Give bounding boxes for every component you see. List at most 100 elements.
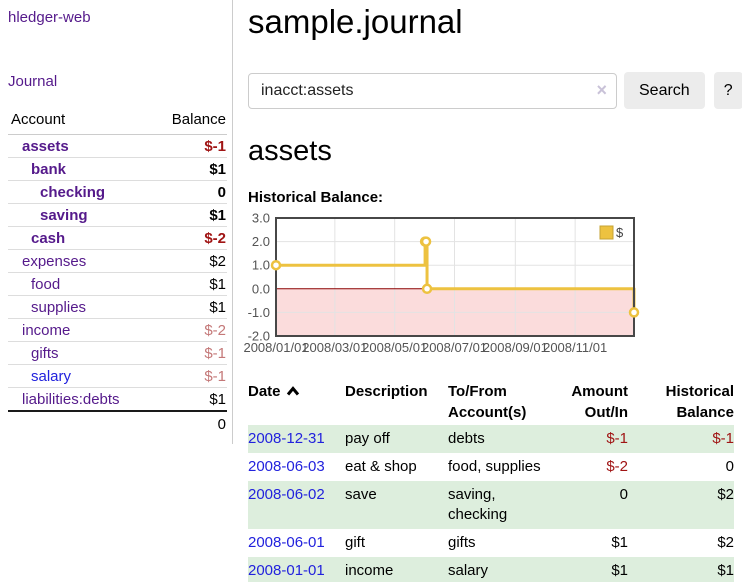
transaction-description: pay off <box>345 430 390 447</box>
register-header-row: Date Description To/From Account(s) Amou… <box>248 379 734 425</box>
register-table: Date Description To/From Account(s) Amou… <box>248 379 734 582</box>
account-row-bank: bank $1 <box>8 157 227 181</box>
svg-text:2008/01/01: 2008/01/01 <box>243 340 308 355</box>
transaction-description: save <box>345 486 377 503</box>
account-row-gifts: gifts $-1 <box>8 341 227 365</box>
svg-text:-2.0: -2.0 <box>248 329 270 344</box>
transaction-balance: $1 <box>717 562 734 579</box>
account-row-supplies: supplies $1 <box>8 295 227 319</box>
clear-search-icon[interactable]: × <box>596 79 607 100</box>
account-link-income[interactable]: income <box>22 322 71 339</box>
svg-text:2008/09/01: 2008/09/01 <box>483 340 548 355</box>
transaction-amount: 0 <box>619 486 628 503</box>
svg-text:$: $ <box>616 225 624 240</box>
account-row-expenses: expenses $2 <box>8 249 227 273</box>
transaction-date-link[interactable]: 2008-01-01 <box>248 562 325 579</box>
account-row-saving: saving $1 <box>8 203 227 227</box>
transaction-amount: $1 <box>611 534 628 551</box>
account-balance: $1 <box>117 272 227 296</box>
accounts-total-row: 0 <box>8 410 227 435</box>
register-row: 2008-06-02 save saving, checking 0 $2 <box>248 481 734 529</box>
account-balance: $1 <box>117 295 227 319</box>
register-row: 2008-01-01 income salary $1 $1 <box>248 557 734 582</box>
account-link-assets[interactable]: assets <box>22 138 69 155</box>
transaction-date-link[interactable]: 2008-06-03 <box>248 458 325 475</box>
svg-text:-1.0: -1.0 <box>248 305 270 320</box>
accounts-table: Account Balance assets $-1 bank $1 check… <box>8 108 227 435</box>
account-link-supplies[interactable]: supplies <box>31 299 87 316</box>
account-link-saving[interactable]: saving <box>40 207 88 224</box>
account-link-liabilities-debts[interactable]: liabilities:debts <box>22 391 120 408</box>
account-link-gifts[interactable]: gifts <box>31 345 59 362</box>
account-balance: $-1 <box>117 341 227 365</box>
svg-text:2008/11/01: 2008/11/01 <box>543 340 607 355</box>
historical-balance-chart: 3.0 2.0 1.0 0.0 -1.0 -2.0 2008/01/01 2008/03/01… <box>243 211 742 361</box>
transaction-balance: 0 <box>725 458 734 475</box>
chart-canvas: 3.0 2.0 1.0 0.0 -1.0 -2.02008/01/012008/03/01… <box>243 211 640 355</box>
transaction-amount: $-2 <box>606 458 628 475</box>
app-brand[interactable]: hledger-web <box>8 9 91 26</box>
account-link-food[interactable]: food <box>31 276 61 293</box>
svg-text:3.0: 3.0 <box>252 211 270 226</box>
transaction-accounts: food, supplies <box>448 458 541 475</box>
account-link-salary[interactable]: salary <box>31 368 72 385</box>
account-balance: $-1 <box>204 138 226 155</box>
register-header-date[interactable]: Date <box>248 379 345 425</box>
svg-text:0.0: 0.0 <box>252 281 270 296</box>
search-bar: × Search ? <box>248 72 742 109</box>
transaction-balance: $-1 <box>712 430 734 447</box>
svg-text:2008/05/01: 2008/05/01 <box>362 340 427 355</box>
account-balance: $1 <box>117 157 227 181</box>
transaction-balance: $2 <box>717 534 734 551</box>
transaction-date-link[interactable]: 2008-06-02 <box>248 486 325 503</box>
transaction-description: income <box>345 562 394 579</box>
account-balance: 0 <box>117 180 227 204</box>
account-heading: assets <box>248 135 332 167</box>
account-link-cash[interactable]: cash <box>31 230 66 247</box>
transaction-balance: $2 <box>717 486 734 503</box>
main-content: sample.journal × Search ? assets Histori… <box>233 0 742 582</box>
svg-text:2008/07/01: 2008/07/01 <box>422 340 487 355</box>
account-link-expenses[interactable]: expenses <box>22 253 87 270</box>
chart-title: Historical Balance: <box>248 189 384 206</box>
register-header-accounts: To/From Account(s) <box>448 383 527 421</box>
register-row: 2008-06-03 eat & shop food, supplies $-2… <box>248 453 734 481</box>
account-row-income: income $-2 <box>8 318 227 342</box>
account-balance: $-2 <box>117 226 227 250</box>
svg-text:1.0: 1.0 <box>252 258 270 273</box>
accounts-header-balance: Balance <box>117 108 227 135</box>
account-balance: $2 <box>117 249 227 273</box>
register-header-description: Description <box>345 383 428 400</box>
transaction-accounts: saving, checking <box>448 486 508 523</box>
accounts-header-account: Account <box>8 108 118 135</box>
account-row-assets: assets $-1 <box>8 135 227 158</box>
search-input[interactable] <box>248 72 617 109</box>
transaction-accounts: gifts <box>448 534 476 551</box>
account-balance: $1 <box>117 203 227 227</box>
register-header-amount: Amount Out/In <box>571 383 628 421</box>
transaction-amount: $-1 <box>606 430 628 447</box>
svg-text:2.0: 2.0 <box>252 234 270 249</box>
search-button[interactable]: Search <box>624 72 705 109</box>
svg-text:2008/03/01: 2008/03/01 <box>302 340 367 355</box>
account-link-bank[interactable]: bank <box>31 161 67 178</box>
chevron-up-icon <box>286 386 299 396</box>
accounts-total-value: 0 <box>8 410 227 435</box>
transaction-amount: $1 <box>611 562 628 579</box>
transaction-accounts: debts <box>448 430 485 447</box>
account-balance: $-2 <box>117 318 227 342</box>
account-balance: $-1 <box>117 364 227 388</box>
sidebar-item-journal[interactable]: Journal <box>8 73 58 90</box>
help-button[interactable]: ? <box>713 72 742 109</box>
account-row-checking: checking 0 <box>8 180 227 204</box>
page-title: sample.journal <box>248 3 463 40</box>
account-row-food: food $1 <box>8 272 227 296</box>
account-link-checking[interactable]: checking <box>40 184 106 201</box>
account-row-cash: cash $-2 <box>8 226 227 250</box>
transaction-date-link[interactable]: 2008-06-01 <box>248 534 325 551</box>
account-row-salary: salary $-1 <box>8 364 227 388</box>
register-row: 2008-12-31 pay off debts $-1 $-1 <box>248 425 734 453</box>
transaction-date-link[interactable]: 2008-12-31 <box>248 430 325 447</box>
transaction-description: gift <box>345 534 366 551</box>
